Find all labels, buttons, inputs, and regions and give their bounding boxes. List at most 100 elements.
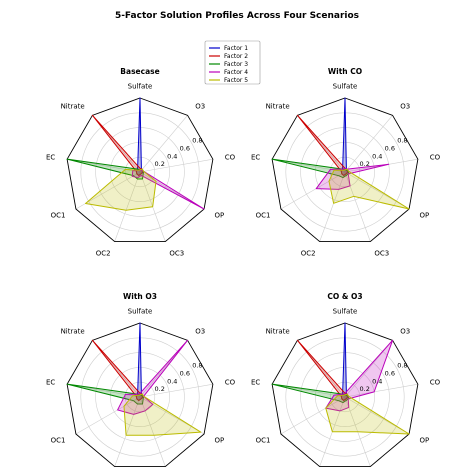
- circular-gridline: [124, 381, 156, 413]
- radial-gridline: [280, 396, 346, 435]
- radar-panel-basecase: 0.20.40.60.8 Sulfate O3 CO OP OC3 OC2 OC1 EC Nitr…: [46, 67, 236, 257]
- radial-gridline: [319, 171, 346, 242]
- radar-panel-with-co: 0.20.40.60.8 Sulfate O3 CO OP OC3 OC2 OC1 EC Nitr…: [251, 67, 441, 257]
- radial-tick-label: 0.6: [180, 369, 190, 377]
- panel-title: With O3: [123, 292, 157, 301]
- radial-tick-label: 0.8: [397, 362, 407, 370]
- circular-gridline: [315, 367, 375, 427]
- circular-gridline: [124, 156, 156, 188]
- axis-label-op: OP: [214, 212, 224, 220]
- axis-label-o3: O3: [195, 328, 205, 336]
- axis-label-ec: EC: [251, 379, 260, 387]
- radar-frame: [66, 322, 214, 467]
- series-factor-1: [135, 97, 145, 176]
- radial-gridline: [139, 158, 213, 173]
- axis-label-nitrate: Nitrate: [266, 103, 290, 111]
- axis-label-o3: O3: [400, 103, 410, 111]
- axis-label-oc2: OC2: [96, 249, 111, 257]
- series-factor-3: [271, 158, 350, 179]
- radial-tick-label: 0.4: [167, 377, 177, 385]
- radial-gridline: [114, 396, 141, 467]
- axis-label-sulfate: Sulfate: [333, 308, 358, 316]
- axis-label-co: CO: [430, 379, 441, 387]
- radial-tick-label: 0.4: [372, 152, 382, 160]
- series-factor-1: [340, 322, 350, 401]
- axis-label-oc3: OC3: [169, 249, 184, 257]
- axis-label-ec: EC: [251, 154, 260, 162]
- radial-tick-label: 0.8: [397, 137, 407, 145]
- radial-gridline: [280, 171, 346, 210]
- circular-gridline: [329, 156, 361, 188]
- axis-label-sulfate: Sulfate: [128, 308, 153, 316]
- circular-gridline: [110, 367, 170, 427]
- axis-label-o3: O3: [195, 103, 205, 111]
- radial-tick-label: 0.2: [360, 160, 370, 168]
- circular-gridline: [95, 127, 185, 217]
- axis-label-oc1: OC1: [51, 437, 66, 445]
- legend-label-factor-2: Factor 2: [224, 53, 248, 60]
- axis-label-co: CO: [225, 379, 236, 387]
- panel-title: With CO: [328, 67, 362, 76]
- axis-label-op: OP: [419, 212, 429, 220]
- radar-panel-with-o3: 0.20.40.60.8SulfateO3COOPOC3OC2OC1ECNitr…: [46, 292, 236, 467]
- panel-title: CO & O3: [327, 292, 362, 301]
- axis-label-sulfate: Sulfate: [333, 83, 358, 91]
- axis-label-nitrate: Nitrate: [266, 328, 290, 336]
- series-factor-5: [328, 168, 410, 210]
- radial-tick-label: 0.2: [155, 385, 165, 393]
- axis-label-nitrate: Nitrate: [61, 103, 85, 111]
- axis-label-nitrate: Nitrate: [61, 328, 85, 336]
- radial-gridline: [344, 383, 418, 398]
- radial-tick-label: 0.6: [180, 144, 190, 152]
- series-factor-4: [325, 339, 394, 412]
- series-factor-1: [340, 97, 350, 176]
- circular-gridline: [315, 142, 375, 202]
- radial-tick-label: 0.2: [360, 385, 370, 393]
- series-factor-5: [123, 393, 202, 436]
- radar-frame: [271, 322, 419, 467]
- radial-gridline: [139, 396, 166, 467]
- radial-tick-label: 0.6: [385, 369, 395, 377]
- panels-layer: 0.20.40.60.8SulfateO3COOPOC3OC2OC1ECNitr…: [46, 67, 441, 467]
- circular-gridline: [300, 127, 390, 217]
- radial-gridline: [75, 396, 141, 435]
- radial-gridline: [114, 171, 141, 242]
- axis-label-co: CO: [225, 154, 236, 162]
- axis-label-oc1: OC1: [51, 212, 66, 220]
- axis-label-oc1: OC1: [256, 212, 271, 220]
- circular-gridline: [329, 381, 361, 413]
- legend-label-factor-1: Factor 1: [224, 45, 248, 52]
- radial-gridline: [139, 115, 188, 173]
- axis-label-sulfate: Sulfate: [128, 83, 153, 91]
- legend-label-factor-5: Factor 5: [224, 77, 248, 84]
- radar-frame: [271, 97, 419, 242]
- axis-label-ec: EC: [46, 154, 55, 162]
- circular-gridline: [300, 352, 390, 442]
- radial-tick-label: 0.6: [385, 144, 395, 152]
- radial-tick-label: 0.4: [372, 377, 382, 385]
- radar-panel-co-o3: 0.20.40.60.8SulfateO3COOPOC3OC2OC1ECNitr…: [251, 292, 441, 467]
- legend-box: [204, 40, 261, 85]
- radar-frame: [66, 97, 214, 242]
- radial-gridline: [344, 115, 393, 173]
- axis-label-oc2: OC2: [301, 249, 316, 257]
- radial-tick-label: 0.8: [192, 137, 202, 145]
- axis-label-o3: O3: [400, 328, 410, 336]
- circular-gridline: [95, 352, 185, 442]
- series-factor-3: [271, 383, 350, 404]
- radial-gridline: [139, 383, 213, 398]
- legend-label-factor-3: Factor 3: [224, 61, 248, 68]
- series-factor-1: [135, 322, 145, 401]
- legend-label-factor-4: Factor 4: [224, 69, 248, 76]
- axis-label-op: OP: [214, 437, 224, 445]
- axis-label-ec: EC: [46, 379, 55, 387]
- panel-title: Basecase: [120, 67, 159, 76]
- series-factor-5: [85, 168, 157, 211]
- series-factor-5: [325, 393, 410, 435]
- circular-gridline: [110, 142, 170, 202]
- axis-label-oc1: OC1: [256, 437, 271, 445]
- axis-label-co: CO: [430, 154, 441, 162]
- radial-tick-label: 0.4: [167, 152, 177, 160]
